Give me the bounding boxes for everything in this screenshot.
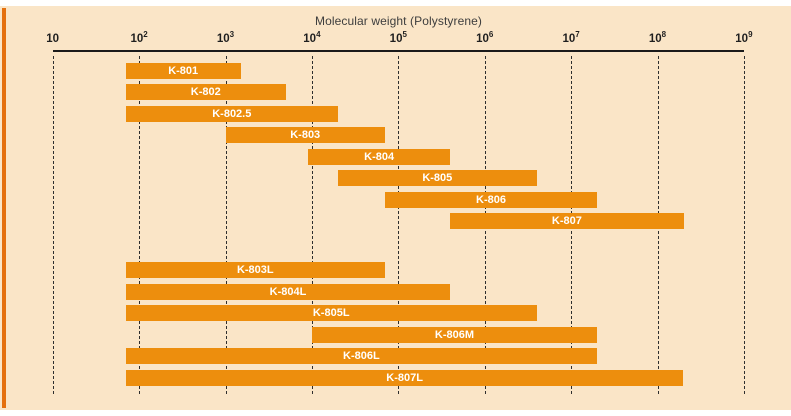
- bar-label-K-806: K-806: [476, 193, 506, 206]
- x-tick-label-10e1: 10: [46, 33, 60, 45]
- x-tick-label-10e5: 105: [389, 30, 407, 45]
- bar-K-801: K-801: [125, 62, 241, 79]
- bar-label-K-806L: K-806L: [343, 350, 380, 362]
- x-tick-label-10e4: 104: [303, 30, 321, 45]
- bar-label-K-801: K-801: [168, 64, 199, 77]
- chart-panel: Molecular weight (Polystyrene) 10 102 103 1…: [0, 6, 791, 410]
- x-tick-label-10e6: 106: [476, 30, 494, 45]
- bar-label-K-803: K-803: [290, 129, 321, 141]
- gridline-10e1: [52, 56, 54, 394]
- bar-label-K-805: K-805: [422, 172, 453, 184]
- bar-K-805: K-805: [337, 170, 537, 186]
- bar-K-805L: K-805L: [125, 305, 537, 321]
- gridline-10e3: [225, 56, 227, 394]
- bar-label-K-804L: K-804L: [269, 285, 307, 298]
- bar-label-K-803L: K-803L: [236, 264, 274, 276]
- bar-label-K-802.5: K-802.5: [212, 107, 252, 120]
- x-tick-label-10e7: 107: [562, 30, 580, 45]
- bar-label-K-805L: K-805L: [312, 307, 350, 319]
- gridline-10e4: [311, 56, 313, 394]
- bar-K-806: K-806: [384, 191, 598, 208]
- bar-label-K-804: K-804: [364, 150, 395, 163]
- bar-K-807L: K-807L: [125, 369, 684, 386]
- bar-label-K-807: K-807: [551, 215, 582, 227]
- x-tick-label-10e8: 108: [648, 30, 667, 45]
- bar-label-K-802: K-802: [190, 86, 221, 98]
- x-tick-label-10e3: 103: [216, 30, 235, 45]
- bar-K-806M: K-806M: [311, 326, 598, 343]
- x-axis-line: [52, 50, 744, 52]
- bar-K-803L: K-803L: [125, 262, 385, 278]
- bar-K-806L: K-806L: [125, 348, 598, 364]
- gridline-10e5: [398, 56, 400, 394]
- gridline-10e2: [139, 56, 141, 394]
- bar-label-K-807L: K-807L: [386, 371, 423, 384]
- left-accent-stripe: [2, 8, 6, 408]
- bar-K-807: K-807: [450, 213, 684, 229]
- bar-K-804L: K-804L: [125, 283, 451, 300]
- x-tick-label-10e2: 102: [130, 30, 148, 45]
- bar-K-803: K-803: [225, 127, 385, 143]
- gridline-10e9: [743, 56, 745, 394]
- chart-title: Molecular weight (Polystyrene): [314, 14, 483, 28]
- bar-label-K-806M: K-806M: [434, 328, 475, 341]
- bar-K-804: K-804: [307, 148, 451, 165]
- x-tick-label-10e9: 109: [735, 30, 753, 45]
- bar-K-802.5: K-802.5: [125, 105, 338, 122]
- bar-K-802: K-802: [125, 84, 286, 100]
